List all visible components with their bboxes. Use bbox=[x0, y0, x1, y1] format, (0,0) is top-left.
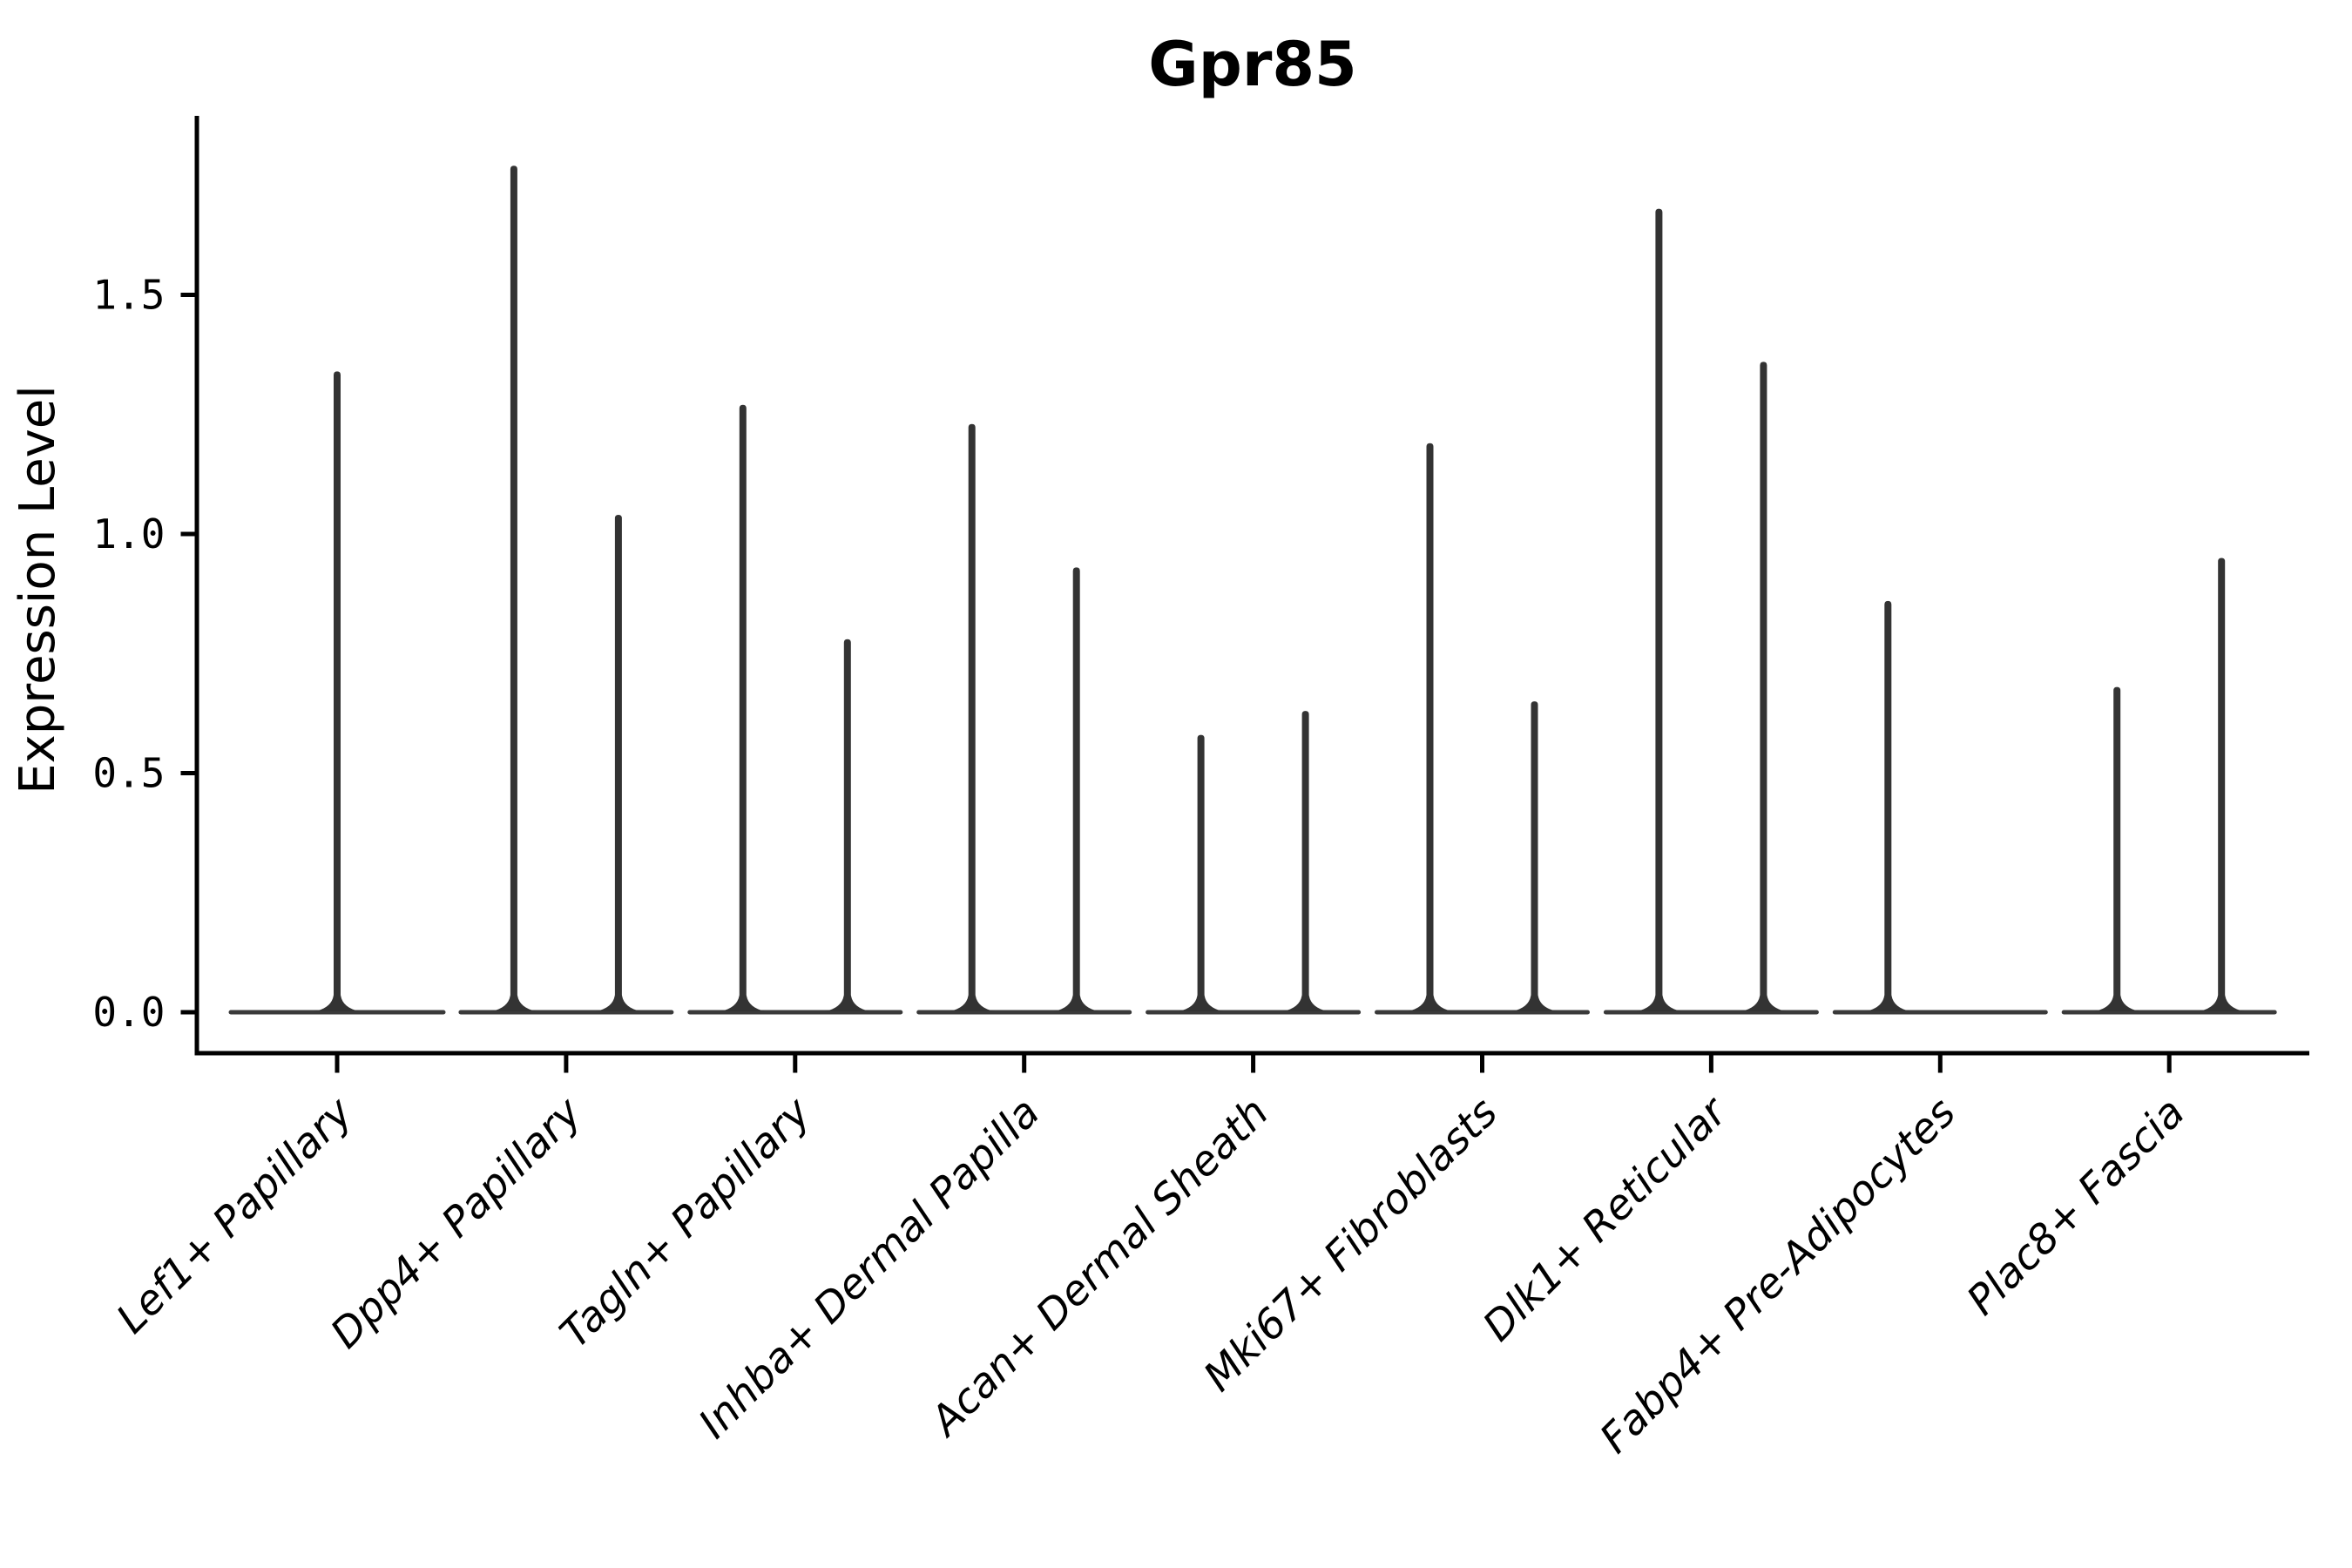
x-tick-label: Lef1+ Papillary bbox=[107, 1088, 362, 1343]
x-tick-label: Dlk1+ Reticular bbox=[1474, 1087, 1738, 1351]
violin-group bbox=[1146, 711, 1362, 1015]
violin-group bbox=[1603, 208, 1819, 1015]
x-tick-label: Tagln+ Papillary bbox=[551, 1088, 821, 1358]
violin-spike bbox=[490, 166, 537, 1011]
violin-group bbox=[458, 166, 674, 1015]
violin-spike bbox=[1865, 600, 1911, 1011]
violin-spike bbox=[1053, 567, 1099, 1011]
violin-group bbox=[916, 423, 1132, 1015]
y-axis-spine bbox=[194, 116, 199, 1056]
violin-spike bbox=[1282, 711, 1328, 1011]
chart-title: Gpr85 bbox=[1148, 29, 1357, 100]
violin-spike bbox=[1740, 362, 1787, 1011]
y-tick-label: 1.0 bbox=[92, 510, 165, 558]
violin-group bbox=[687, 404, 903, 1015]
violin-spike bbox=[595, 515, 641, 1011]
violin-spike bbox=[1636, 208, 1682, 1011]
violin-spike bbox=[824, 639, 870, 1011]
y-axis-label: Expression Level bbox=[10, 385, 66, 794]
violins bbox=[228, 166, 2277, 1015]
violin-group bbox=[1375, 443, 1590, 1015]
violin-group bbox=[1832, 600, 2048, 1015]
x-tick-label: Dpp4+ Papillary bbox=[321, 1088, 591, 1358]
y-tick-label: 0.5 bbox=[92, 750, 165, 797]
violin-spike bbox=[1407, 443, 1453, 1011]
violin-spike bbox=[1178, 734, 1224, 1011]
violin-spike bbox=[314, 371, 360, 1012]
x-axis-spine bbox=[194, 1051, 2309, 1056]
x-tick-label: Plac8+ Fascia bbox=[1958, 1089, 2194, 1325]
violin-spike bbox=[1511, 701, 1558, 1011]
y-tick-label: 1.5 bbox=[92, 272, 165, 319]
violin-group bbox=[2061, 558, 2277, 1015]
y-ticks: 0.0 0.5 1.0 1.5 bbox=[92, 272, 195, 1036]
violin-spike bbox=[949, 423, 995, 1012]
y-tick-label: 0.0 bbox=[92, 989, 165, 1036]
violin-spike bbox=[2199, 558, 2245, 1011]
violin-spike bbox=[2094, 686, 2140, 1011]
violin-group bbox=[228, 371, 446, 1015]
axes bbox=[194, 116, 2309, 1056]
violin-spike bbox=[720, 404, 766, 1011]
